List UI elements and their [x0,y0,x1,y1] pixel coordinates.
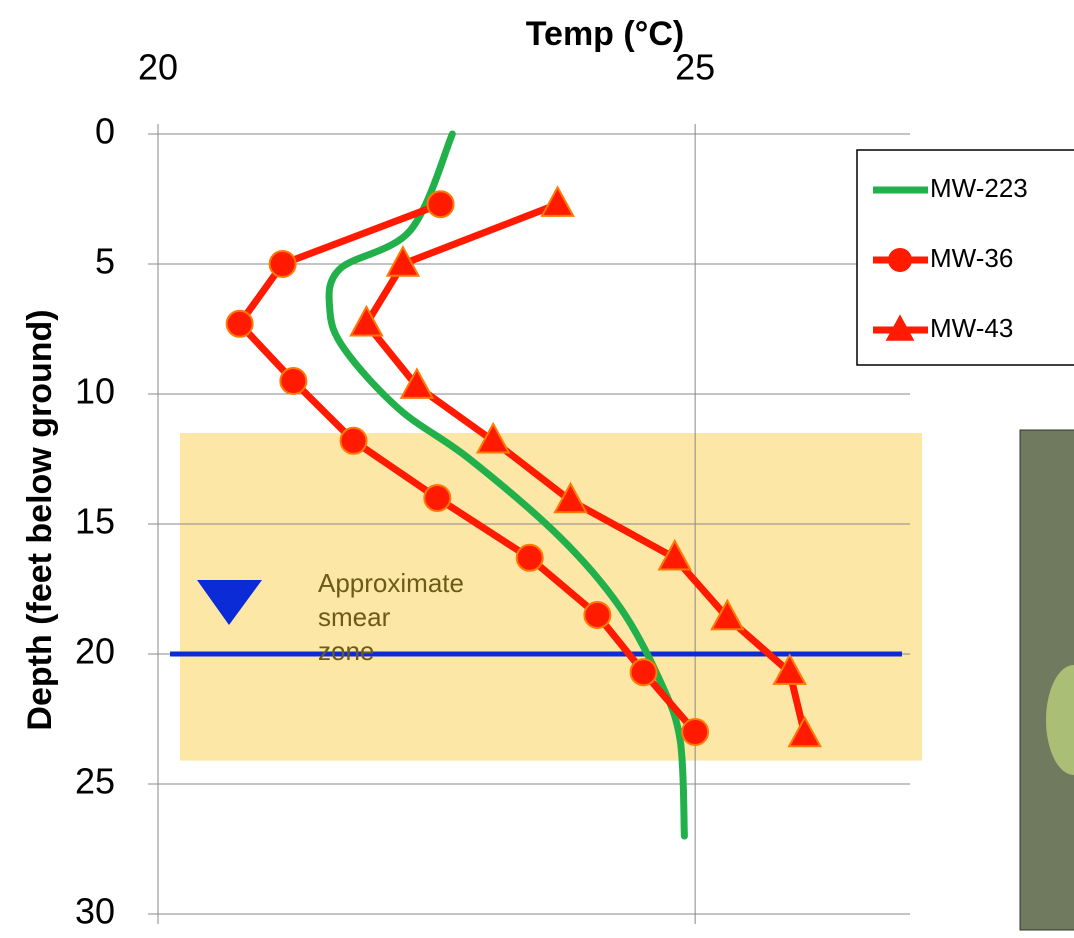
chart: Temp (°C) Depth (feet below ground) 0 5 10… [0,0,1074,938]
y-tick-label: 20 [75,631,115,672]
annotation-line: smear [318,602,391,632]
data-point [888,248,912,272]
data-point [428,191,454,217]
data-point [280,368,306,394]
data-point [341,428,367,454]
page: {"chart_data": {"type": "line", "title":… [0,0,1074,938]
y-tick-label: 25 [75,761,115,802]
y-tick-label: 5 [95,241,115,282]
data-point [270,251,296,277]
annotation-line: Approximate [318,568,464,598]
data-point [424,485,450,511]
data-point [682,719,708,745]
x-tick-label: 20 [138,47,178,88]
y-axis-label: Depth (feet below ground) [21,309,59,730]
legend-label: MW-223 [930,173,1028,203]
data-point [631,659,657,685]
legend-label: MW-36 [930,243,1013,273]
y-tick-label: 10 [75,371,115,412]
data-point [227,311,253,337]
y-tick-label: 0 [95,111,115,152]
legend: MW-223 MW-36 MW-43 [857,150,1074,365]
legend-label: MW-43 [930,313,1013,343]
y-tick-label: 30 [75,891,115,932]
x-tick-label: 25 [675,47,715,88]
data-point [584,602,610,628]
data-point [517,545,543,571]
annotation-line: zone [318,636,374,666]
data-point [542,187,573,216]
y-tick-label: 15 [75,501,115,542]
chart-title: Temp (°C) [526,15,684,53]
